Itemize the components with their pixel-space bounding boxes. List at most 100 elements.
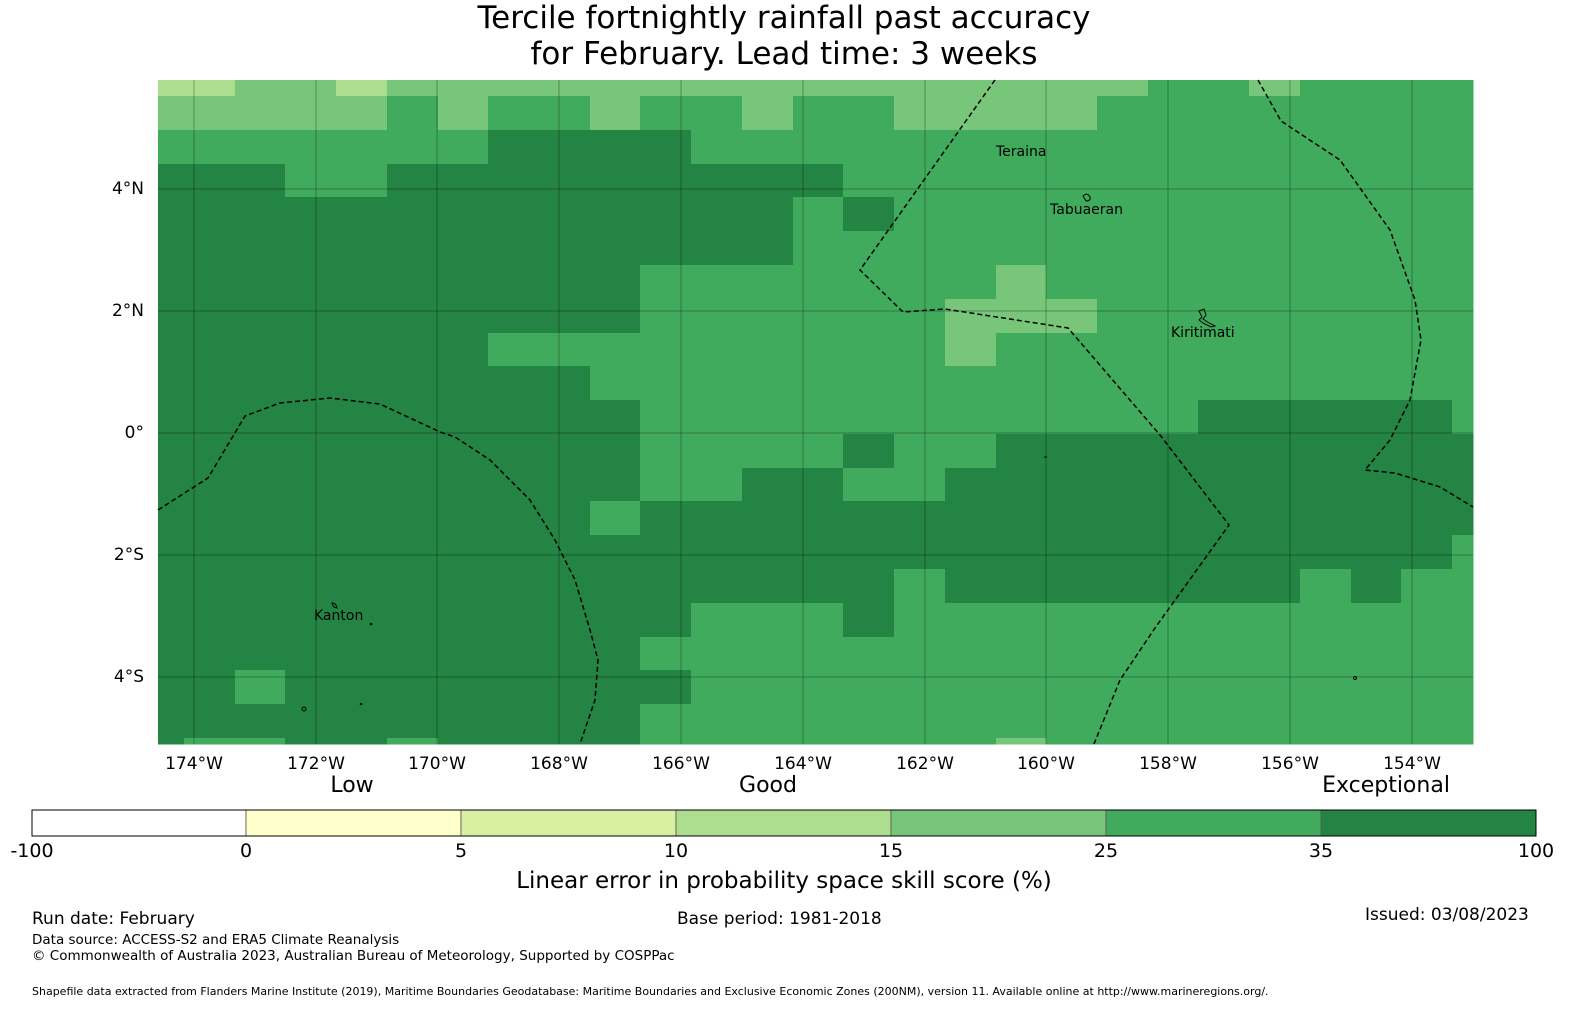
- grid-cell: [843, 637, 895, 671]
- grid-cell: [158, 130, 185, 165]
- grid-cell: [1097, 299, 1149, 334]
- grid-cell: [1401, 400, 1453, 435]
- grid-cell: [184, 569, 236, 604]
- grid-cell: [640, 670, 692, 705]
- grid-cell: [996, 400, 1047, 435]
- grid-cell: [1452, 80, 1474, 97]
- grid-cell: [996, 670, 1047, 705]
- grid-cell: [488, 670, 540, 705]
- colorbar-tick: 5: [454, 840, 468, 862]
- grid-cell: [438, 569, 489, 604]
- grid-cell: [539, 265, 591, 300]
- grid-cell: [1148, 197, 1199, 232]
- grid-cell: [742, 96, 794, 131]
- grid-cell: [1249, 265, 1301, 300]
- lon-label: 158°W: [1139, 754, 1197, 774]
- grid-cell: [640, 231, 692, 266]
- grid-cell: [742, 80, 794, 97]
- grid-cell: [590, 130, 641, 165]
- grid-cell: [235, 535, 286, 570]
- grid-cell: [590, 96, 641, 131]
- grid-cell: [691, 265, 743, 300]
- grid-cell: [158, 80, 185, 97]
- grid-cell: [539, 164, 591, 198]
- grid-cell: [158, 434, 185, 469]
- grid-cell: [285, 231, 337, 266]
- grid-cell: [793, 80, 844, 97]
- grid-cell: [945, 366, 997, 401]
- lon-label: 156°W: [1261, 754, 1319, 774]
- eez-boundary-kanton: [157, 397, 599, 745]
- grid-cell: [184, 501, 236, 536]
- grid-cell: [285, 704, 337, 739]
- grid-cell: [691, 603, 743, 638]
- grid-cell: [894, 569, 946, 604]
- grid-cell: [590, 468, 641, 502]
- colorbar-segment: [890, 809, 1107, 837]
- grid-cell: [1300, 299, 1352, 334]
- grid-cell: [590, 603, 641, 638]
- grid-cell: [1046, 603, 1098, 638]
- lon-label: 164°W: [774, 754, 832, 774]
- grid-cell: [996, 333, 1047, 367]
- grid-cell: [158, 265, 185, 300]
- colorbar-segment: [1320, 809, 1537, 837]
- grid-cell: [1351, 197, 1402, 232]
- grid-cell: [336, 333, 388, 367]
- grid-cell: [184, 434, 236, 469]
- grid-cell: [1351, 231, 1402, 266]
- grid-cell: [590, 197, 641, 232]
- grid-cell: [488, 400, 540, 435]
- grid-cell: [1046, 670, 1098, 705]
- grid-cell: [691, 96, 743, 131]
- grid-cell: [1046, 231, 1098, 266]
- grid-cell: [488, 535, 540, 570]
- grid-cell: [1198, 197, 1250, 232]
- grid-cell: [488, 637, 540, 671]
- grid-cell: [285, 366, 337, 401]
- grid-cell: [1198, 738, 1250, 745]
- grid-cell: [158, 468, 185, 502]
- lon-label: 172°W: [287, 754, 345, 774]
- island-kanton: [331, 602, 338, 609]
- grid-cell: [1148, 468, 1199, 502]
- grid-cell: [539, 670, 591, 705]
- grid-cell: [1452, 569, 1474, 604]
- grid-cell: [691, 164, 743, 198]
- grid-cell: [1097, 366, 1149, 401]
- grid-cell: [488, 569, 540, 604]
- grid-cell: [1351, 434, 1402, 469]
- grid-cell: [793, 535, 844, 570]
- grid-cell: [1401, 569, 1453, 604]
- grid-cell: [996, 130, 1047, 165]
- grid-cell: [1351, 569, 1402, 604]
- grid-cell: [1452, 704, 1474, 739]
- grid-cell: [945, 738, 997, 745]
- grid-cell: [742, 468, 794, 502]
- grid-cell: [184, 468, 236, 502]
- grid-cell: [996, 197, 1047, 232]
- grid-cell: [640, 637, 692, 671]
- title-line-2: for February. Lead time: 3 weeks: [530, 36, 1038, 72]
- grid-cell: [184, 197, 236, 232]
- grid-cell: [158, 231, 185, 266]
- grid-cell: [1148, 569, 1199, 604]
- grid-cell: [438, 434, 489, 469]
- grid-cell: [793, 400, 844, 435]
- grid-cell: [488, 96, 540, 131]
- grid-cell: [1046, 400, 1098, 435]
- grid-cell: [285, 637, 337, 671]
- grid-cell: [1300, 434, 1352, 469]
- grid-cell: [1249, 704, 1301, 739]
- grid-cell: [488, 299, 540, 334]
- island-small: [369, 622, 373, 626]
- grid-cell: [691, 333, 743, 367]
- grid-cell: [438, 535, 489, 570]
- grid-cell: [336, 265, 388, 300]
- grid-cell: [336, 80, 388, 97]
- grid-cell: [438, 738, 489, 745]
- grid-cell: [1452, 164, 1474, 198]
- grid-cell: [1148, 434, 1199, 469]
- grid-cell: [1198, 468, 1250, 502]
- grid-cell: [1198, 130, 1250, 165]
